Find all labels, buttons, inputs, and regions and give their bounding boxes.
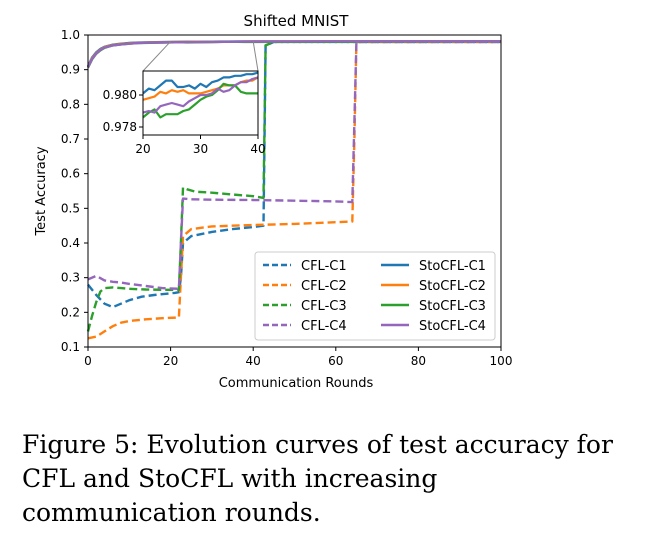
zoom-connector-lines [142,41,259,72]
inset-x-tick-label: 20 [135,142,150,156]
zoom-connector-right [252,41,259,72]
y-tick-label: 0.5 [61,201,80,215]
inset-line-stocfl-c4 [142,76,259,114]
inset-axes: 20 30 40 0.978 0.980 [103,70,266,156]
inset-x-tick-label: 40 [250,142,265,156]
y-tick-label: 0.8 [61,97,80,111]
legend-label: CFL-C2 [301,279,347,294]
legend-label: CFL-C4 [301,319,347,334]
series-line-stocfl-c4 [86,40,501,68]
legend-label: StoCFL-C4 [419,319,486,334]
x-tick-label: 40 [246,354,261,368]
chart-title: Shifted MNIST [244,12,350,30]
inset-background [143,71,258,135]
legend-label: StoCFL-C3 [419,299,486,314]
series-line-cfl-c3 [86,40,501,332]
legend-label: CFL-C3 [301,299,347,314]
legend-label: StoCFL-C2 [419,279,486,294]
main-axes: 0 20 40 60 80 100 0.1 0.2 0.3 0.4 0.5 0.6 0.7 0.8 0.9 1… [61,28,513,368]
legend: CFL-C1 CFL-C2 CFL-C3 CFL-C4 StoCFL-C1 StoCFL-… [254,251,496,341]
inset-y-tick-label: 0.978 [103,120,137,134]
accuracy-chart: Shifted MNIST Communication Rounds Test … [34,12,513,391]
x-axis-label: Communication Rounds [219,376,374,391]
zoom-connector-left [142,41,171,72]
y-tick-label: 0.3 [61,271,80,285]
inset-zoom-plot: 20 30 40 0.978 0.980 [103,70,266,156]
legend-label: CFL-C1 [301,259,347,274]
legend-label: StoCFL-C1 [419,259,486,274]
figure-caption: Figure 5: Evolution curves of test accur… [22,430,613,527]
y-tick-label: 0.2 [61,305,80,319]
inset-y-tick-label: 0.980 [103,88,137,102]
x-tick-label: 80 [411,354,426,368]
y-tick-label: 0.6 [61,167,80,181]
plot-frame [87,34,502,348]
main-series-group [86,40,502,340]
inset-line-stocfl-c1 [142,71,259,95]
series-line-stocfl-c1 [86,40,502,67]
y-tick-label: 0.7 [61,132,80,146]
inset-x-tick-label: 30 [193,142,208,156]
legend-box [254,251,496,341]
inset-line-stocfl-c3 [142,82,258,119]
y-axis-label: Test Accuracy [34,146,49,236]
x-tick-label: 0 [84,354,92,368]
y-tick-label: 1.0 [61,28,80,42]
x-tick-label: 60 [328,354,343,368]
y-tick-label: 0.4 [61,236,80,250]
x-tick-label: 20 [163,354,178,368]
inset-series-group [142,71,259,119]
y-tick-label: 0.9 [61,63,80,77]
x-tick-label: 100 [490,354,513,368]
y-tick-label: 0.1 [61,340,80,354]
